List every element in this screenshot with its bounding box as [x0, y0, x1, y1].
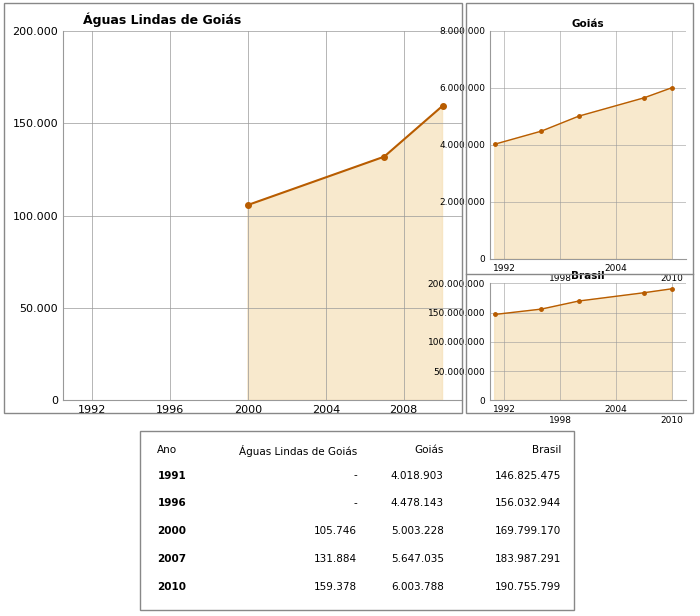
- Text: 156.032.944: 156.032.944: [495, 498, 561, 508]
- Text: 4.018.903: 4.018.903: [391, 471, 444, 480]
- Text: 1991: 1991: [158, 471, 186, 480]
- Text: 4.478.143: 4.478.143: [391, 498, 444, 508]
- Text: 146.825.475: 146.825.475: [495, 471, 561, 480]
- Text: 2000: 2000: [158, 526, 186, 537]
- Text: Brasil: Brasil: [531, 445, 561, 455]
- Text: 6.003.788: 6.003.788: [391, 582, 444, 592]
- Text: Ano: Ano: [158, 445, 178, 455]
- Title: Goiás: Goiás: [572, 18, 604, 28]
- Text: 131.884: 131.884: [314, 554, 357, 564]
- Title: Brasil: Brasil: [571, 271, 605, 281]
- Text: -: -: [354, 471, 357, 480]
- Text: 159.378: 159.378: [314, 582, 357, 592]
- Text: 5.003.228: 5.003.228: [391, 526, 444, 537]
- Text: Goiás: Goiás: [414, 445, 444, 455]
- Polygon shape: [495, 87, 672, 259]
- Text: Águas Lindas de Goiás: Águas Lindas de Goiás: [83, 12, 242, 27]
- Text: 105.746: 105.746: [314, 526, 357, 537]
- Text: -: -: [354, 498, 357, 508]
- Text: Águas Lindas de Goiás: Águas Lindas de Goiás: [239, 445, 357, 458]
- Polygon shape: [495, 289, 672, 400]
- Text: 2010: 2010: [158, 582, 186, 592]
- Text: 190.755.799: 190.755.799: [495, 582, 561, 592]
- FancyBboxPatch shape: [140, 431, 574, 610]
- Polygon shape: [248, 106, 442, 400]
- Text: 1996: 1996: [158, 498, 186, 508]
- Text: 5.647.035: 5.647.035: [391, 554, 444, 564]
- Text: 2007: 2007: [158, 554, 186, 564]
- Text: 183.987.291: 183.987.291: [495, 554, 561, 564]
- Text: 169.799.170: 169.799.170: [495, 526, 561, 537]
